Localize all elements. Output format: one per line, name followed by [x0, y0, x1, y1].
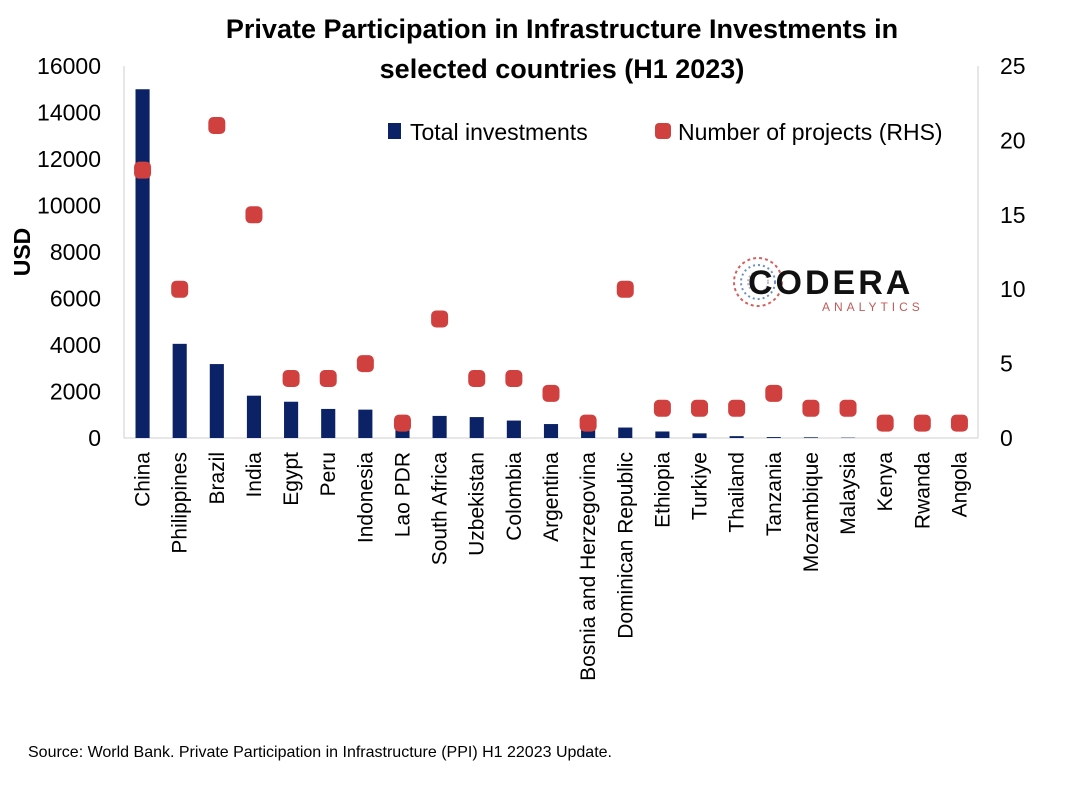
bar-brazil	[209, 364, 224, 438]
point-egypt	[282, 369, 300, 387]
bar-thailand	[729, 436, 744, 438]
codera-logo: CODERA ANALYTICS	[733, 257, 924, 314]
point-turkiye	[691, 399, 709, 417]
point-rwanda	[913, 414, 931, 432]
legend-label-bar: Total investments	[410, 119, 588, 145]
x-tick-label: Dominican Republic	[614, 452, 637, 639]
y-tick-label: 0	[88, 425, 101, 451]
x-tick-label: Kenya	[874, 452, 897, 512]
logo-name: CODERA	[748, 264, 913, 302]
legend: Total investments Number of projects (RH…	[388, 119, 943, 145]
x-tick-label: Egypt	[280, 452, 303, 506]
legend-swatch-points	[655, 123, 671, 139]
point-mozambique	[802, 399, 820, 417]
bar-series	[135, 89, 856, 438]
x-tick-label: Argentina	[540, 452, 563, 542]
bar-india	[246, 395, 262, 438]
point-angola	[950, 414, 968, 432]
bar-uzbekistan	[469, 417, 484, 438]
y2-axis-ticks: 0 5 10 15 20 25	[1000, 53, 1026, 451]
chart-title-line-1: Private Participation in Infrastructure …	[226, 14, 898, 44]
bar-turkiye	[692, 433, 707, 438]
x-tick-label: Philippines	[169, 452, 192, 554]
bar-tanzania	[766, 437, 781, 438]
x-tick-label: Lao PDR	[391, 452, 414, 537]
x-tick-label: Thailand	[726, 452, 749, 533]
y-tick-label: 2000	[50, 379, 101, 405]
x-tick-label: Brazil	[206, 452, 229, 505]
x-tick-label: Colombia	[503, 452, 526, 541]
x-tick-label: Turkiye	[689, 452, 712, 520]
x-tick-label: Bosnia and Herzegovina	[577, 452, 600, 681]
point-tanzania	[765, 384, 783, 402]
point-malaysia	[839, 399, 857, 417]
logo-subtitle: ANALYTICS	[822, 300, 924, 314]
y-axis-title: USD	[9, 228, 35, 277]
y-tick-label: 10000	[37, 193, 101, 219]
point-philippines	[171, 280, 189, 298]
point-thailand	[728, 399, 746, 417]
category-labels: China Philippines Brazil India Egypt Peru Indo…	[132, 452, 972, 681]
x-tick-label: Rwanda	[911, 452, 934, 529]
point-ethiopia	[653, 399, 671, 417]
point-india	[245, 206, 263, 224]
y-tick-label: 6000	[50, 286, 101, 312]
y-axis-ticks: 0 2000 4000 6000 8000 10000 12000 14000 16000	[37, 53, 101, 451]
bar-dominican-republic	[618, 427, 633, 438]
bar-egypt	[284, 401, 299, 438]
point-peru	[319, 369, 337, 387]
x-tick-label: India	[243, 452, 266, 498]
bar-china	[135, 89, 150, 438]
x-tick-label: Angola	[948, 452, 971, 518]
x-tick-label: Tanzania	[763, 452, 786, 536]
bar-philippines	[172, 343, 187, 438]
point-argentina	[542, 384, 560, 402]
bar-ethiopia	[655, 431, 670, 438]
y2-tick-label: 0	[1000, 425, 1013, 451]
y2-tick-label: 10	[1000, 276, 1026, 302]
y-tick-label: 12000	[37, 146, 101, 172]
y-tick-label: 16000	[37, 53, 101, 79]
point-dominican-republic	[616, 280, 634, 298]
y2-tick-label: 5	[1000, 351, 1013, 377]
point-lao-pdr	[393, 414, 411, 432]
legend-swatch-bar	[388, 123, 401, 139]
x-tick-label: Peru	[317, 452, 340, 496]
x-tick-label: China	[132, 452, 155, 507]
x-tick-label: Malaysia	[837, 452, 860, 535]
x-tick-label: Uzbekistan	[466, 452, 489, 556]
bar-bosnia-and-herzegovina	[581, 426, 596, 438]
point-brazil	[208, 117, 226, 135]
x-tick-label: South Africa	[429, 452, 452, 566]
logo-mark-icon	[733, 257, 783, 307]
point-china	[134, 161, 152, 179]
y2-tick-label: 20	[1000, 127, 1026, 153]
bar-mozambique	[803, 437, 818, 438]
x-tick-label: Mozambique	[800, 452, 823, 572]
y2-tick-label: 25	[1000, 53, 1026, 79]
bar-peru	[321, 408, 336, 438]
chart-title-line-2: selected countries (H1 2023)	[380, 54, 745, 84]
point-south-africa	[431, 310, 449, 328]
point-indonesia	[356, 355, 374, 373]
y-tick-label: 8000	[50, 239, 101, 265]
bar-south-africa	[432, 415, 447, 438]
point-bosnia-and-herzegovina	[579, 414, 597, 432]
point-kenya	[876, 414, 894, 432]
y2-tick-label: 15	[1000, 202, 1026, 228]
scatter-series	[134, 117, 968, 432]
bar-colombia	[506, 420, 521, 438]
x-tick-label: Ethiopia	[651, 452, 674, 528]
bar-argentina	[543, 424, 559, 438]
point-colombia	[505, 369, 523, 387]
source-note: Source: World Bank. Private Participatio…	[28, 744, 612, 761]
x-tick-label: Indonesia	[354, 452, 377, 543]
point-uzbekistan	[468, 369, 486, 387]
legend-label-points: Number of projects (RHS)	[678, 119, 943, 145]
y-tick-label: 4000	[50, 332, 101, 358]
bar-indonesia	[358, 409, 373, 438]
y-tick-label: 14000	[37, 100, 101, 126]
